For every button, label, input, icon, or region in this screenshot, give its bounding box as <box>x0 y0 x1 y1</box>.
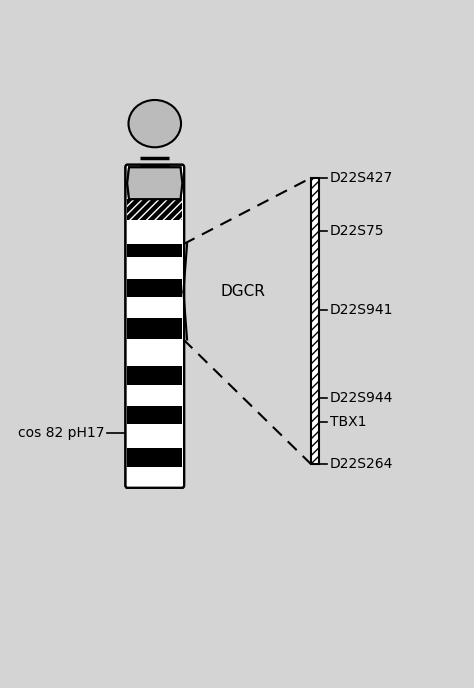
Bar <box>127 424 182 448</box>
Ellipse shape <box>128 100 181 147</box>
Bar <box>127 319 182 339</box>
Polygon shape <box>127 167 182 199</box>
FancyBboxPatch shape <box>125 164 184 488</box>
Text: cos 82 pH17: cos 82 pH17 <box>18 427 104 440</box>
Bar <box>127 339 182 366</box>
Bar <box>127 297 182 319</box>
Bar <box>127 220 182 244</box>
Text: DGCR: DGCR <box>220 284 265 299</box>
Text: D22S944: D22S944 <box>330 391 393 405</box>
Text: TBX1: TBX1 <box>330 415 366 429</box>
Text: D22S427: D22S427 <box>330 171 393 185</box>
Bar <box>127 257 182 279</box>
Bar <box>127 406 182 424</box>
Bar <box>127 466 182 485</box>
Text: D22S941: D22S941 <box>330 303 393 317</box>
Bar <box>127 244 182 257</box>
Bar <box>127 199 182 220</box>
Text: D22S75: D22S75 <box>330 224 384 238</box>
Bar <box>127 279 182 297</box>
Polygon shape <box>127 167 182 199</box>
Text: D22S264: D22S264 <box>330 457 393 471</box>
Bar <box>127 366 182 385</box>
Bar <box>127 385 182 406</box>
Bar <box>311 178 319 464</box>
Bar <box>127 448 182 466</box>
